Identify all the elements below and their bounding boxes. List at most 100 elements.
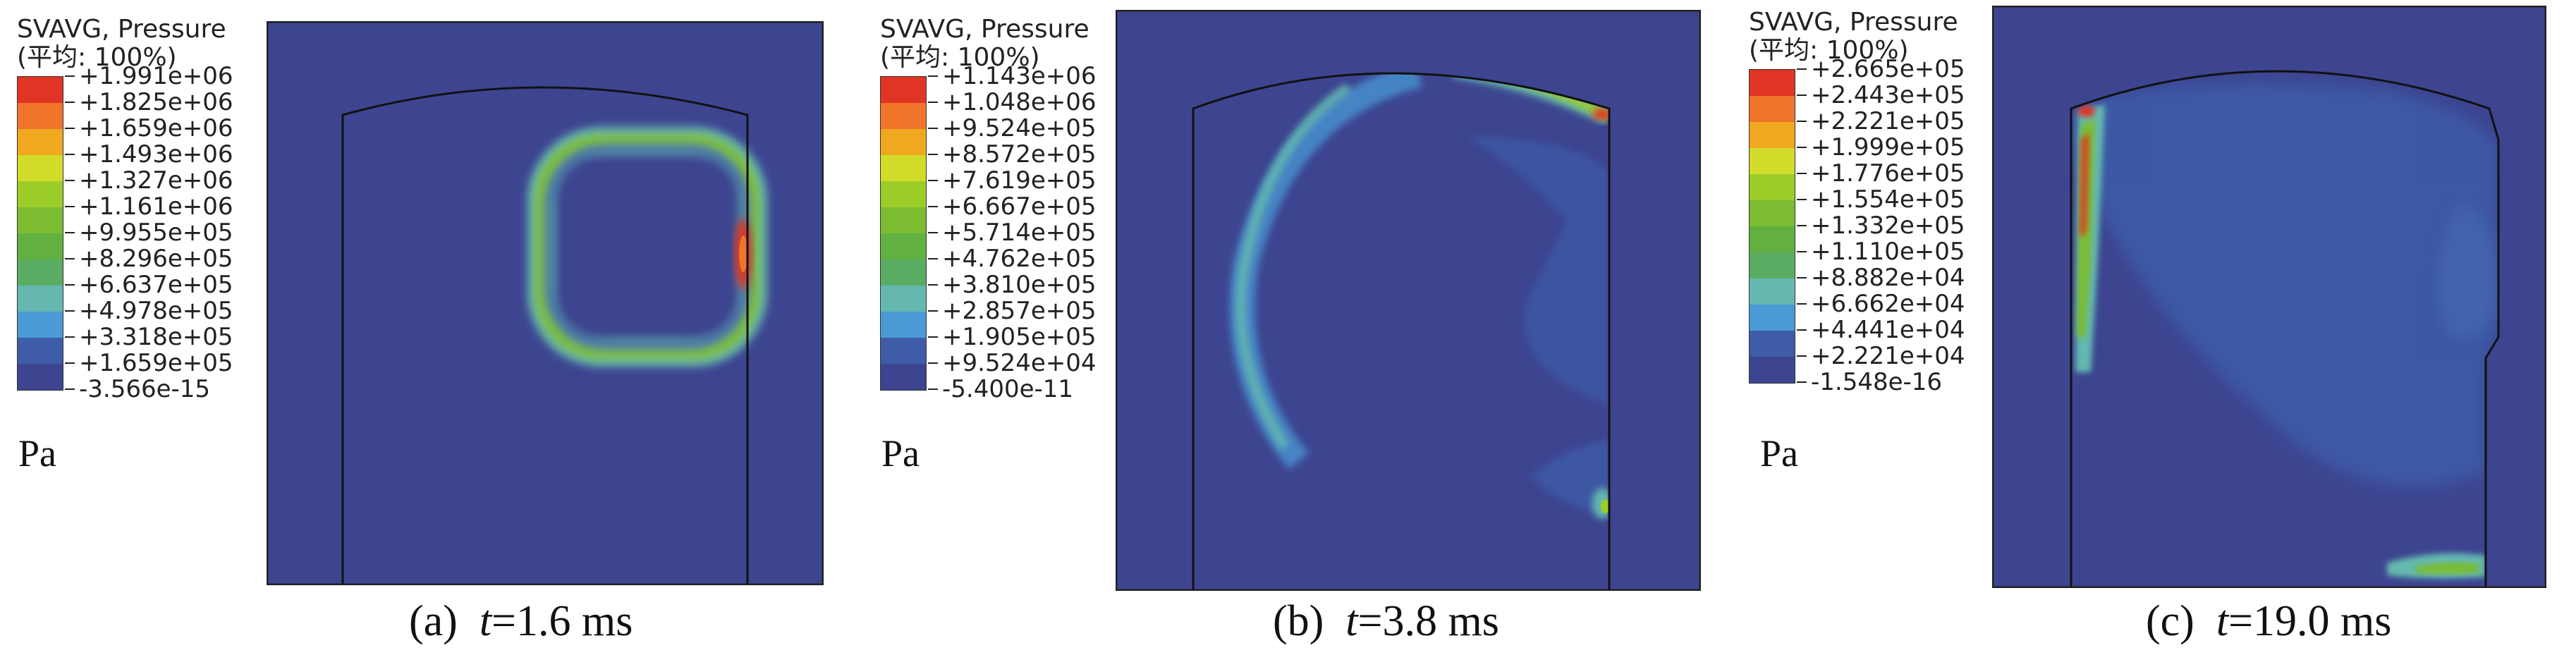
scale-swatch	[881, 129, 926, 155]
panel-a: SVAVG, Pressure (平均: 100%) +1.991e+06 +1…	[0, 0, 860, 667]
legend-subtitle: (平均: 100%)	[880, 43, 1040, 72]
scale-swatch	[881, 312, 926, 338]
scale-swatch	[18, 155, 63, 181]
scale-swatch	[18, 77, 63, 103]
tunnel-outline	[2070, 70, 2500, 587]
scale-level: +1.161e+06	[65, 192, 233, 221]
scale-swatch	[1750, 226, 1795, 252]
scale-level: +2.221e+05	[1797, 107, 1965, 135]
unit-label: Pa	[18, 432, 56, 475]
scale-level: +7.619e+05	[928, 166, 1097, 195]
scale-swatch	[1750, 331, 1795, 357]
contour-plot-b	[1116, 10, 1701, 591]
scale-swatch	[1750, 252, 1795, 279]
scale-swatch	[1750, 148, 1795, 174]
scale-level: +1.991e+06	[65, 62, 233, 90]
scale-level: +2.665e+05	[1797, 55, 1965, 83]
scale-level: +3.318e+05	[65, 323, 233, 351]
caption-a: (a) t=1.6 ms	[409, 597, 633, 645]
scale-level: +1.110e+05	[1797, 238, 1965, 266]
scale-level: +8.882e+04	[1797, 264, 1965, 292]
scale-level: +8.296e+05	[65, 245, 233, 273]
scale-swatch	[18, 312, 63, 338]
scale-swatch	[18, 103, 63, 129]
caption-c: (c) t=19.0 ms	[2146, 597, 2392, 645]
scale-swatch	[881, 181, 926, 207]
plot-background	[1116, 10, 1701, 591]
legend-title: SVAVG, Pressure	[1749, 8, 1958, 37]
scale-level: +1.999e+05	[1797, 133, 1965, 161]
scale-level: +1.554e+05	[1797, 185, 1965, 214]
scale-level: +1.493e+06	[65, 140, 233, 169]
scale-level: -5.400e-11	[928, 375, 1097, 403]
scale-level: +1.905e+05	[928, 323, 1097, 351]
scale-level: +2.857e+05	[928, 297, 1097, 325]
scale-swatch	[881, 103, 926, 129]
scale-level: +5.714e+05	[928, 219, 1097, 247]
scale-level: +4.762e+05	[928, 245, 1097, 273]
scale-level: +6.667e+05	[928, 192, 1097, 221]
scale-level: +4.978e+05	[65, 297, 233, 325]
legend-subtitle: (平均: 100%)	[17, 43, 177, 72]
color-scale	[1749, 69, 1795, 384]
scale-level: +2.221e+04	[1797, 342, 1965, 370]
legend-title: SVAVG, Pressure	[17, 15, 226, 44]
scale-swatch	[18, 181, 63, 207]
unit-label: Pa	[1760, 432, 1798, 475]
scale-swatch	[18, 207, 63, 233]
scale-level: +9.524e+05	[928, 114, 1097, 142]
scale-swatch	[18, 129, 63, 155]
pressure-field	[2071, 82, 2498, 579]
scale-swatch	[881, 155, 926, 181]
color-scale	[880, 76, 927, 391]
scale-swatch	[881, 77, 926, 103]
scale-swatch	[881, 364, 926, 390]
scale-level: +1.825e+06	[65, 88, 233, 116]
scale-swatch	[18, 338, 63, 364]
scale-level: -3.566e-15	[65, 375, 233, 403]
legend-a: SVAVG, Pressure (平均: 100%) +1.991e+06 +1…	[17, 15, 233, 403]
scale-swatch	[18, 364, 63, 390]
scale-swatch	[1750, 70, 1795, 96]
scale-level: +1.327e+06	[65, 166, 233, 195]
legend-c: SVAVG, Pressure (平均: 100%) +2.665e+05 +2…	[1749, 8, 1965, 396]
scale-swatch	[1750, 305, 1795, 331]
tunnel-outline	[341, 86, 749, 584]
scale-level: +4.441e+04	[1797, 316, 1965, 344]
scale-swatch	[881, 286, 926, 312]
scale-swatch	[18, 233, 63, 259]
scale-swatch	[18, 259, 63, 286]
scale-labels: +1.991e+06 +1.825e+06 +1.659e+06 +1.493e…	[65, 62, 233, 403]
scale-level: +9.524e+04	[928, 349, 1097, 377]
scale-swatch	[1750, 357, 1795, 383]
scale-level: +6.637e+05	[65, 271, 233, 299]
scale-level: +3.810e+05	[928, 271, 1097, 299]
contour-plot-c	[1992, 6, 2546, 588]
legend-b: SVAVG, Pressure (平均: 100%) +1.143e+06 +1…	[880, 15, 1097, 403]
scale-swatch	[1750, 174, 1795, 200]
scale-swatch	[881, 233, 926, 259]
scale-level: +8.572e+05	[928, 140, 1097, 169]
scale-level: +1.776e+05	[1797, 159, 1965, 188]
scale-swatch	[1750, 122, 1795, 148]
scale-level: +1.332e+05	[1797, 212, 1965, 240]
scale-swatch	[1750, 279, 1795, 305]
legend-title: SVAVG, Pressure	[880, 15, 1089, 44]
tunnel-outline	[1192, 72, 1611, 589]
scale-swatch	[881, 259, 926, 286]
scale-level: +1.143e+06	[928, 62, 1097, 90]
scale-level: +9.955e+05	[65, 219, 233, 247]
scale-level: +6.662e+04	[1797, 290, 1965, 318]
unit-label: Pa	[881, 432, 920, 475]
scale-swatch	[18, 286, 63, 312]
pressure-ring	[527, 127, 767, 367]
color-scale	[17, 76, 63, 391]
scale-level: +2.443e+05	[1797, 81, 1965, 109]
scale-labels: +1.143e+06 +1.048e+06 +9.524e+05 +8.572e…	[928, 62, 1097, 403]
caption-b: (b) t=3.8 ms	[1273, 597, 1499, 645]
scale-swatch	[1750, 96, 1795, 122]
scale-swatch	[881, 338, 926, 364]
scale-swatch	[1750, 200, 1795, 226]
panel-b: SVAVG, Pressure (平均: 100%) +1.143e+06 +1…	[860, 0, 1721, 667]
panel-c: SVAVG, Pressure (平均: 100%) +2.665e+05 +2…	[1721, 0, 2576, 667]
